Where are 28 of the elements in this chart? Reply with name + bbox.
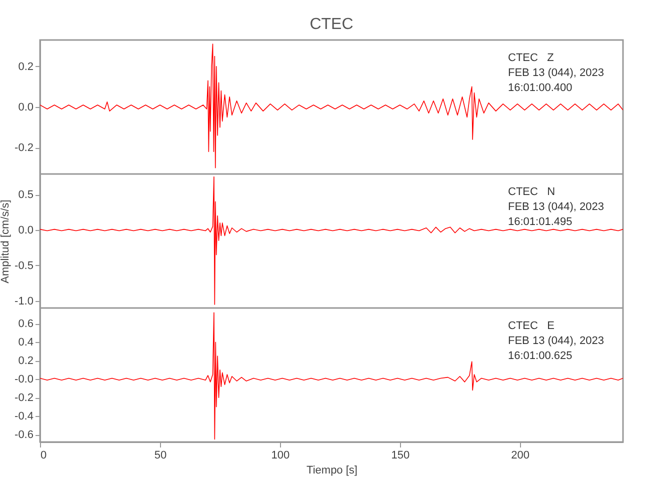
line-series: [40, 176, 623, 305]
y-tick-label: -0.5: [14, 260, 34, 272]
x-tick-label: 50: [154, 450, 167, 462]
y-tick-label: 0.2: [18, 60, 34, 73]
y-tick-label: 0.4: [18, 336, 34, 349]
x-tick-label: 150: [391, 450, 410, 462]
x-tick-label: 200: [511, 450, 530, 462]
annotation: CTEC Z FEB 13 (044), 2023 16:01:00.400: [508, 52, 604, 94]
y-tick-label: -0.2: [14, 142, 34, 154]
x-axis-title: Tiempo [s]: [306, 464, 358, 476]
y-tick-label: 0.0: [18, 224, 34, 237]
annotation: CTEC N FEB 13 (044), 2023 16:01:01.495: [508, 186, 604, 228]
y-tick-label: -1.0: [14, 295, 34, 308]
annotation: CTEC E FEB 13 (044), 2023 16:01:00.625: [508, 320, 604, 362]
y-tick-label: -0.6: [14, 429, 34, 442]
x-tick-label: 0: [40, 450, 47, 462]
y-tick-label: 0.5: [18, 189, 34, 202]
y-tick-label: -0.4: [14, 410, 34, 423]
y-tick-label: 0.0: [18, 102, 34, 114]
line-series: [40, 44, 623, 168]
y-tick-label: -0.2: [14, 392, 34, 404]
y-tick-label: 0.2: [18, 355, 34, 368]
y-axis-title: Amplitud [cm/s/s]: [0, 200, 12, 284]
line-series: [40, 312, 623, 440]
y-tick-label: 0.6: [18, 318, 34, 330]
y-tick-label: -0.0: [14, 374, 34, 386]
x-tick-label: 100: [271, 450, 290, 462]
chart-title: CTEC: [310, 16, 354, 33]
